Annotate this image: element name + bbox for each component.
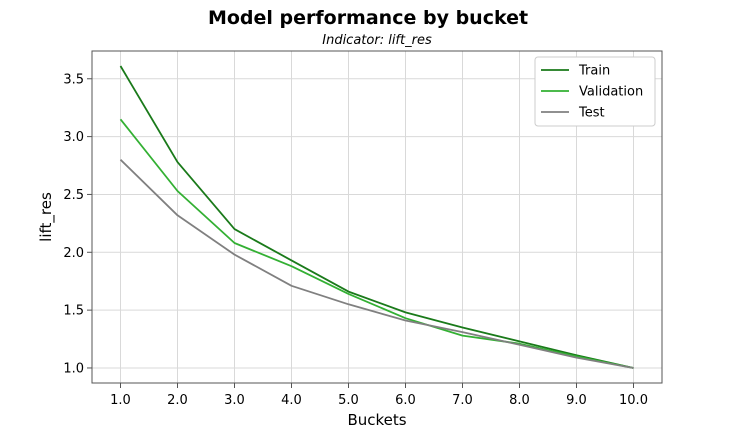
y-tick-label: 1.5: [63, 304, 84, 319]
series-line-test: [119, 159, 634, 369]
x-tick-label: 2.0: [167, 393, 188, 408]
legend-label-train: Train: [578, 64, 610, 79]
x-tick-label: 8.0: [509, 393, 530, 408]
legend: Train Validation Test: [534, 56, 656, 127]
gridlines: [92, 51, 662, 383]
y-tick-label: 2.5: [63, 188, 84, 203]
chart-title: Model performance by bucket: [208, 7, 528, 29]
y-tick-label: 2.0: [63, 246, 84, 261]
x-tick-label: 10.0: [619, 393, 648, 408]
legend-label-validation: Validation: [579, 85, 643, 100]
y-tick-label: 1.0: [63, 361, 84, 376]
x-tick-label: 6.0: [395, 393, 416, 408]
x-tick-label: 4.0: [281, 393, 302, 408]
x-axis-ticks: 1.0 2.0 3.0 4.0 5.0 6.0 7.0 8.0 9.0 10.0: [110, 383, 648, 408]
plot-area-frame: [91, 50, 663, 384]
series-line-train: [119, 65, 634, 369]
x-tick-label: 7.0: [452, 393, 473, 408]
y-tick-label: 3.5: [63, 72, 84, 87]
x-tick-label: 5.0: [338, 393, 359, 408]
y-tick-label: 3.0: [63, 130, 84, 145]
legend-box: [534, 56, 656, 127]
x-tick-label: 3.0: [224, 393, 245, 408]
y-axis-label: lift_res: [37, 192, 56, 242]
y-axis-ticks: 1.0 1.5 2.0 2.5 3.0 3.5: [63, 72, 92, 376]
chart-subtitle: Indicator: lift_res: [322, 33, 432, 48]
x-tick-label: 9.0: [566, 393, 587, 408]
series-lines: [119, 65, 634, 369]
series-line-validation: [119, 118, 634, 369]
legend-label-test: Test: [578, 106, 605, 121]
x-axis-label: Buckets: [347, 411, 406, 429]
x-tick-label: 1.0: [110, 393, 131, 408]
